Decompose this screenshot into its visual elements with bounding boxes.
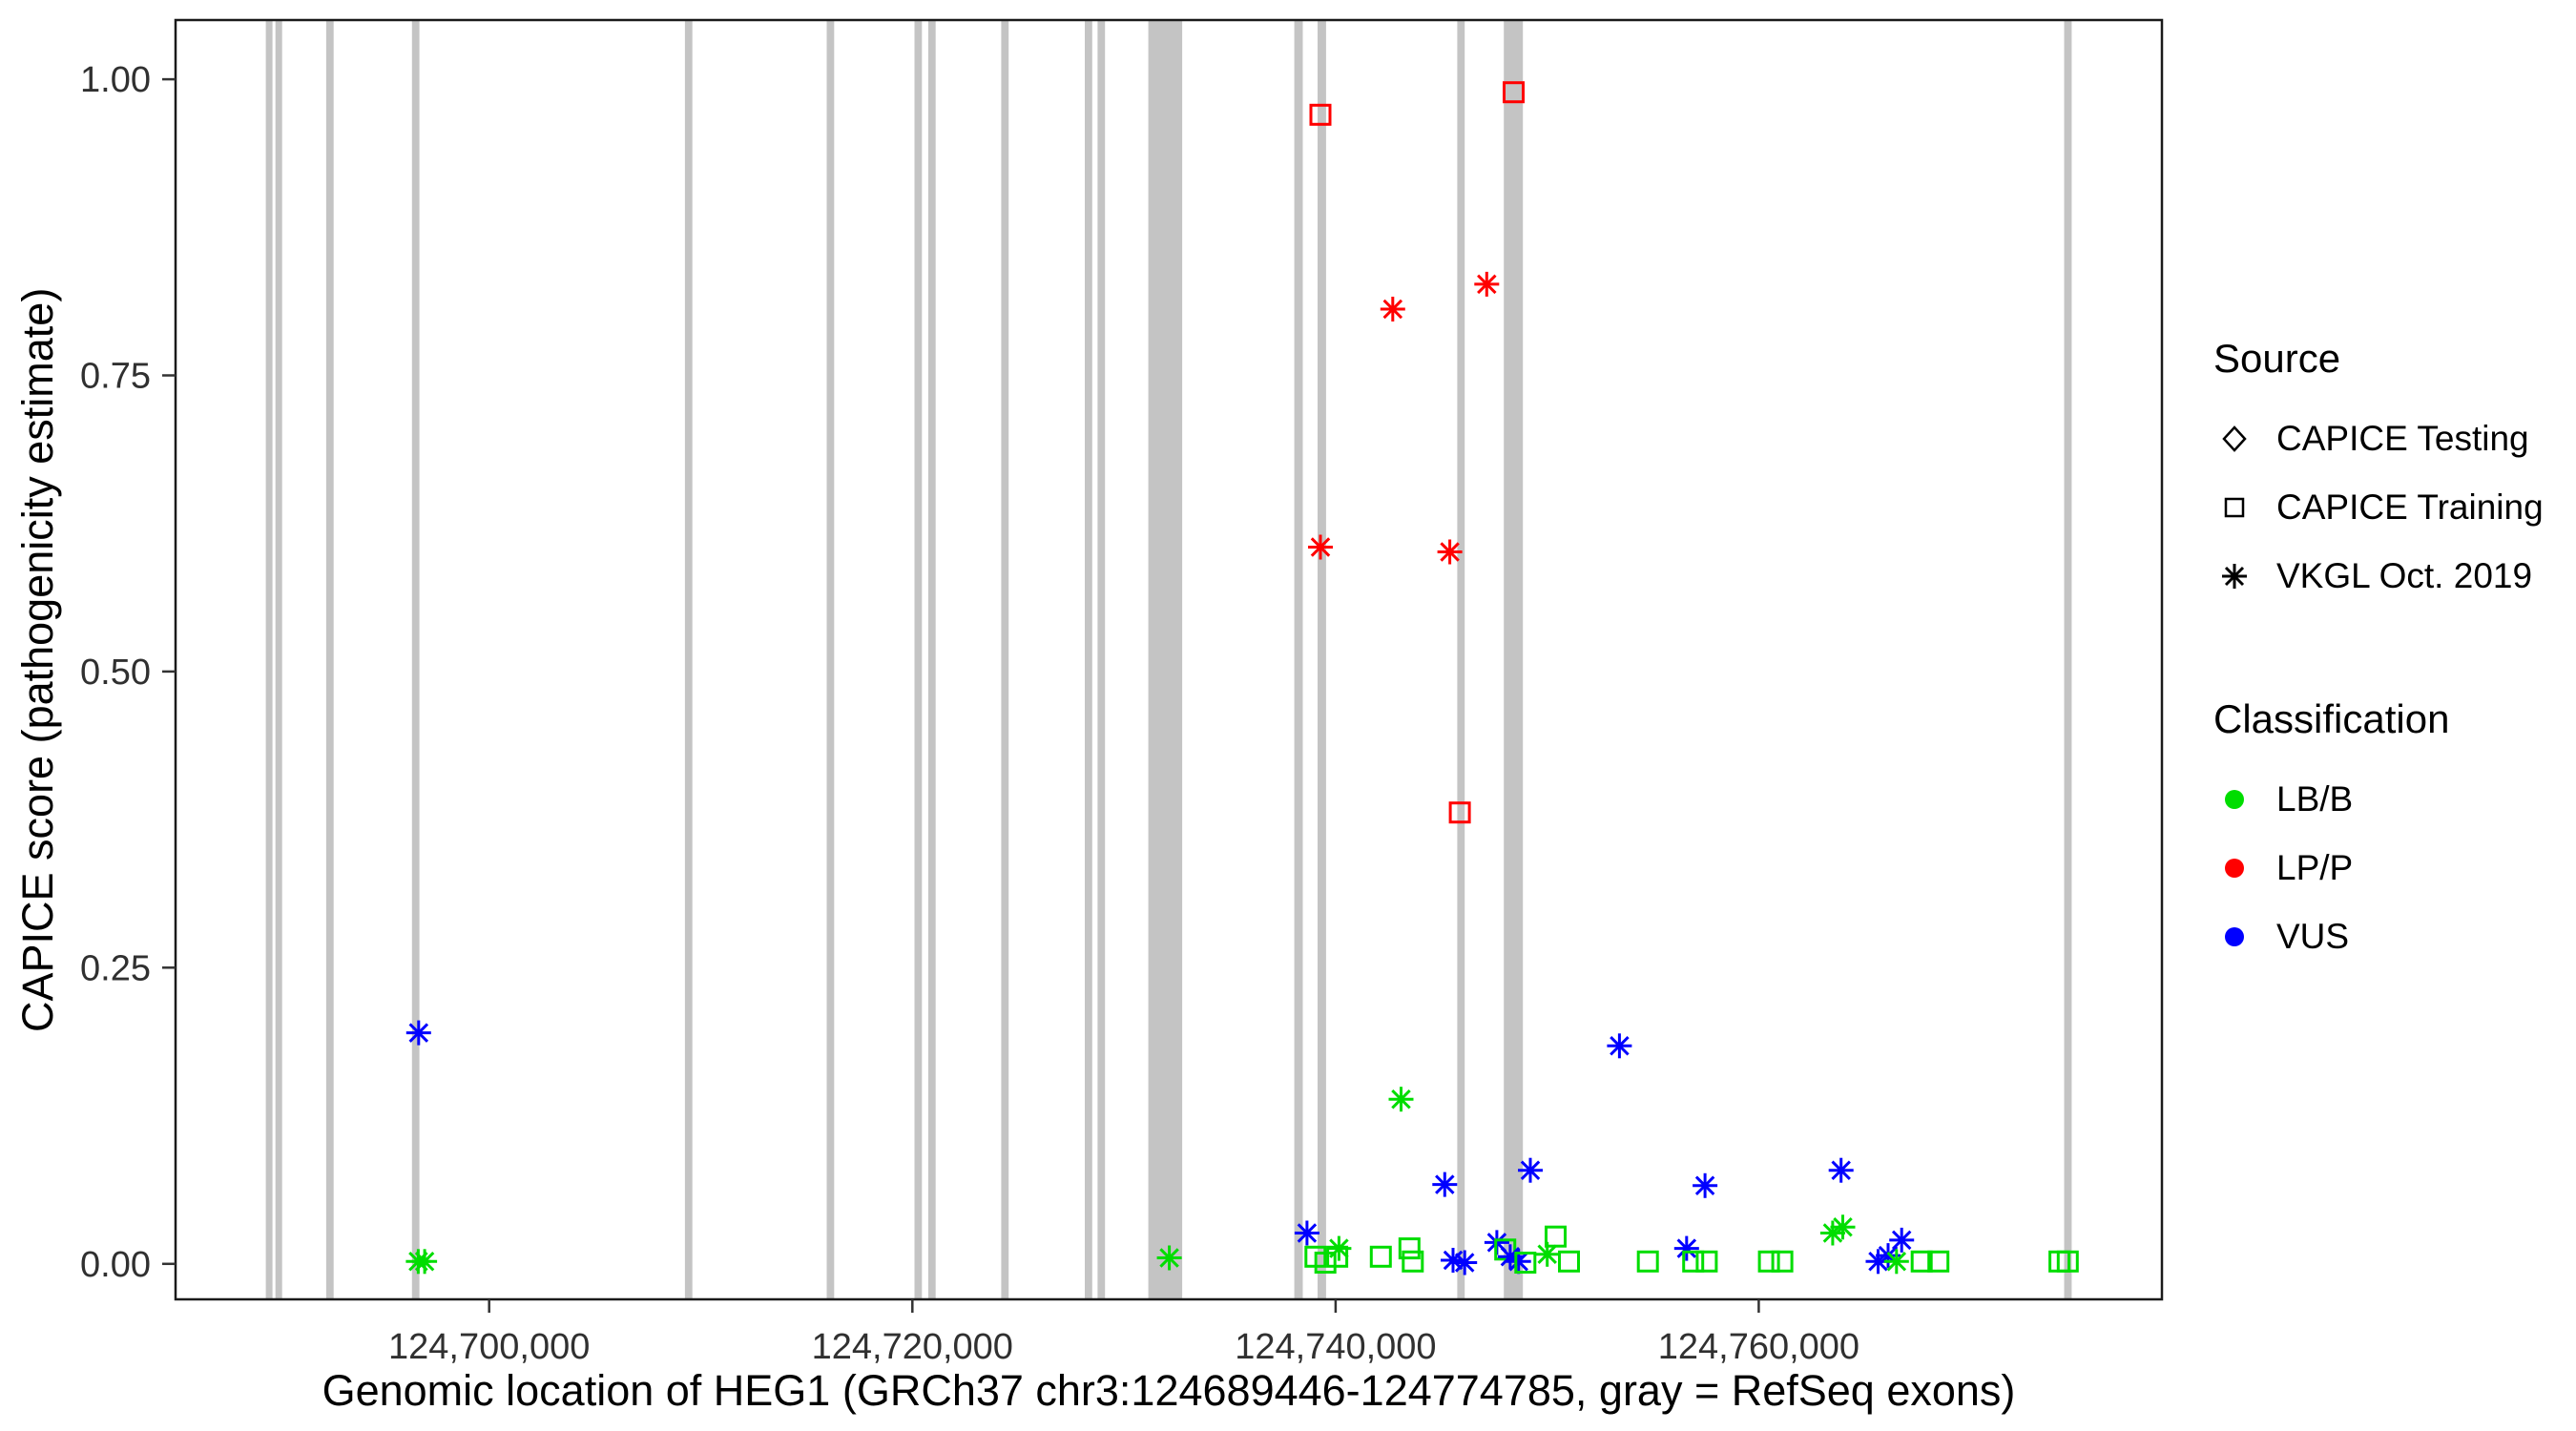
x-tick-label: 124,700,000 bbox=[388, 1327, 590, 1367]
y-tick-label: 0.50 bbox=[80, 653, 151, 693]
legend-item-label: CAPICE Training bbox=[2276, 487, 2544, 527]
x-axis-title: Genomic location of HEG1 (GRCh37 chr3:12… bbox=[322, 1366, 2016, 1415]
data-point-square bbox=[1402, 1250, 1424, 1273]
exon-bar bbox=[1148, 20, 1183, 1299]
data-point-square bbox=[1558, 1250, 1580, 1273]
data-point-asterisk bbox=[1883, 1249, 1909, 1275]
exon-bar bbox=[1457, 20, 1465, 1299]
legend-item-vkgl: VKGL Oct. 2019 bbox=[2213, 542, 2544, 611]
data-point-square bbox=[1309, 103, 1332, 126]
data-point-asterisk bbox=[405, 1020, 431, 1046]
exon-bar bbox=[275, 20, 282, 1299]
legend-classification-title: Classification bbox=[2213, 696, 2450, 741]
legend-source-group: Source CAPICE Testing CAPICE Training bbox=[2213, 336, 2544, 611]
legend-item-label: LP/P bbox=[2276, 848, 2354, 887]
data-point-asterisk bbox=[1452, 1250, 1478, 1275]
diamond-icon bbox=[2213, 418, 2255, 460]
y-axis: 0.00 0.25 0.50 0.75 1.00 bbox=[80, 60, 176, 1285]
data-point-square bbox=[1398, 1237, 1421, 1260]
y-axis-title: CAPICE score (pathogenicity estimate) bbox=[13, 287, 62, 1032]
data-point-asterisk bbox=[1432, 1172, 1458, 1197]
data-point-asterisk bbox=[1156, 1245, 1182, 1271]
legend-item-lpp: LP/P bbox=[2213, 834, 2544, 902]
exon-bar bbox=[1318, 20, 1326, 1299]
data-points bbox=[405, 81, 2079, 1275]
data-point-asterisk bbox=[1830, 1214, 1856, 1240]
y-tick-label: 0.00 bbox=[80, 1245, 151, 1285]
square-icon bbox=[2213, 487, 2255, 529]
data-point-asterisk bbox=[1380, 297, 1405, 321]
y-tick-label: 0.75 bbox=[80, 357, 151, 397]
data-point-asterisk bbox=[1693, 1172, 1718, 1198]
exon-bar bbox=[1294, 20, 1303, 1299]
legend-item-label: VUS bbox=[2276, 917, 2350, 956]
data-point-square bbox=[1494, 1238, 1517, 1261]
exon-bar bbox=[826, 20, 835, 1299]
exon-bar bbox=[1085, 20, 1092, 1299]
exon-bar bbox=[1504, 20, 1524, 1299]
y-tick-label: 0.25 bbox=[80, 948, 151, 988]
exon-bar bbox=[684, 20, 693, 1299]
x-tick-label: 124,760,000 bbox=[1658, 1327, 1859, 1367]
legend-item-label: VKGL Oct. 2019 bbox=[2276, 556, 2533, 595]
legend-item-vus: VUS bbox=[2213, 902, 2544, 971]
data-point-asterisk bbox=[1474, 271, 1500, 297]
exon-bar bbox=[914, 20, 923, 1299]
data-point-square bbox=[1771, 1250, 1794, 1273]
green-dot-icon bbox=[2213, 778, 2255, 820]
data-point-asterisk bbox=[1889, 1227, 1915, 1253]
panel-border bbox=[174, 18, 2164, 1301]
exon-bar bbox=[927, 20, 936, 1299]
red-dot-icon bbox=[2213, 847, 2255, 889]
data-point-asterisk bbox=[1437, 539, 1463, 565]
exon-bar bbox=[1097, 20, 1106, 1299]
blue-dot-icon bbox=[2213, 916, 2255, 958]
exon-bar bbox=[2064, 20, 2072, 1299]
data-point-square bbox=[1757, 1250, 1780, 1273]
legend-item-capice-training: CAPICE Training bbox=[2213, 473, 2544, 542]
data-point-square bbox=[1503, 81, 1525, 104]
legend-source-title: Source bbox=[2213, 336, 2341, 381]
data-point-asterisk bbox=[1326, 1235, 1352, 1261]
data-point-square bbox=[2056, 1250, 2079, 1273]
data-point-square bbox=[1636, 1250, 1659, 1273]
x-tick-label: 124,720,000 bbox=[812, 1327, 1013, 1367]
data-point-square bbox=[1910, 1250, 1933, 1273]
data-point-asterisk bbox=[1294, 1220, 1319, 1246]
legend-item-label: CAPICE Testing bbox=[2276, 419, 2529, 458]
data-point-square bbox=[1448, 801, 1471, 824]
exon-bar bbox=[265, 20, 273, 1299]
data-point-square bbox=[1695, 1250, 1718, 1273]
legend-classification-group: Classification LB/B LP/P bbox=[2213, 696, 2544, 971]
x-axis: 124,700,000 124,720,000 124,740,000 124,760… bbox=[388, 1299, 1859, 1367]
data-point-square bbox=[1927, 1250, 1950, 1273]
data-point-square bbox=[1314, 1252, 1337, 1274]
data-point-asterisk bbox=[1308, 534, 1333, 560]
legend-item-lbb: LB/B bbox=[2213, 765, 2544, 834]
exon-bars bbox=[265, 20, 2072, 1299]
data-point-square bbox=[1514, 1252, 1537, 1274]
data-point-square bbox=[1369, 1245, 1392, 1268]
exon-bar bbox=[411, 20, 420, 1299]
data-point-asterisk bbox=[1518, 1157, 1543, 1183]
exon-bar bbox=[1001, 20, 1009, 1299]
data-point-asterisk bbox=[1388, 1087, 1414, 1112]
exon-bar bbox=[325, 20, 334, 1299]
data-point-asterisk bbox=[1607, 1033, 1632, 1059]
x-tick-label: 124,740,000 bbox=[1235, 1327, 1436, 1367]
legend-item-capice-testing: CAPICE Testing bbox=[2213, 404, 2544, 473]
data-point-asterisk bbox=[412, 1249, 438, 1275]
data-point-asterisk bbox=[1828, 1157, 1854, 1183]
asterisk-icon bbox=[2213, 555, 2255, 597]
legend: Source CAPICE Testing CAPICE Training bbox=[2213, 336, 2544, 971]
data-point-square bbox=[1545, 1225, 1567, 1248]
data-point-square bbox=[1682, 1250, 1705, 1273]
y-tick-label: 1.00 bbox=[80, 60, 151, 100]
legend-item-label: LB/B bbox=[2276, 779, 2354, 819]
data-point-asterisk bbox=[1673, 1235, 1699, 1261]
